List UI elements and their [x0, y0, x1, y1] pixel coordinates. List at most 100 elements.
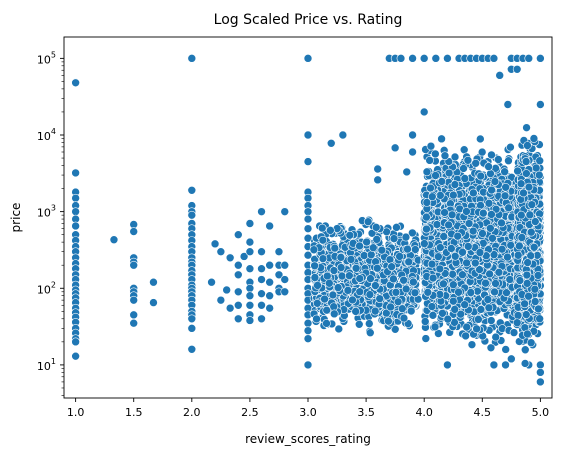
- data-point: [484, 303, 494, 313]
- data-point: [434, 252, 443, 261]
- data-point: [239, 252, 249, 261]
- data-point: [384, 316, 393, 326]
- data-point: [303, 193, 313, 203]
- data-point: [71, 168, 80, 178]
- data-point: [404, 257, 414, 267]
- data-point: [71, 78, 80, 88]
- data-point: [313, 281, 322, 290]
- data-point: [348, 295, 357, 305]
- data-point: [401, 284, 411, 294]
- data-point: [500, 191, 510, 201]
- data-point: [371, 281, 380, 290]
- data-point: [330, 243, 340, 253]
- data-point: [129, 318, 139, 328]
- data-point: [491, 279, 500, 288]
- data-point: [245, 237, 255, 247]
- data-point: [71, 351, 80, 361]
- data-point: [187, 54, 197, 63]
- data-point: [419, 107, 429, 117]
- data-point: [187, 210, 197, 220]
- data-point: [448, 296, 458, 306]
- data-point: [245, 291, 255, 301]
- data-point: [421, 334, 431, 343]
- data-point: [187, 314, 197, 324]
- data-point: [265, 221, 274, 231]
- data-point: [309, 245, 319, 255]
- data-point: [71, 337, 80, 347]
- data-point: [377, 245, 387, 255]
- data-point: [345, 230, 355, 240]
- data-point: [509, 328, 519, 337]
- data-point: [310, 273, 320, 282]
- data-point: [303, 250, 313, 260]
- data-point: [464, 219, 474, 228]
- data-point: [351, 263, 361, 273]
- data-point: [459, 164, 468, 173]
- data-point: [389, 234, 399, 243]
- data-point: [501, 345, 510, 354]
- data-point: [486, 343, 496, 353]
- data-point: [207, 277, 216, 287]
- data-point: [476, 134, 485, 144]
- data-point: [225, 253, 235, 263]
- data-point: [536, 100, 545, 109]
- data-point: [365, 328, 375, 338]
- data-point: [486, 316, 496, 325]
- data-point: [210, 239, 220, 249]
- data-point: [326, 226, 335, 235]
- data-point: [233, 314, 243, 324]
- data-point: [303, 214, 313, 224]
- data-point: [71, 193, 80, 203]
- data-point: [334, 324, 344, 334]
- data-point: [257, 275, 266, 284]
- data-point: [399, 313, 409, 323]
- data-point: [408, 130, 417, 140]
- data-point: [303, 157, 313, 166]
- data-point: [372, 235, 382, 244]
- data-point: [483, 295, 493, 304]
- data-point: [346, 255, 356, 264]
- data-point: [149, 277, 158, 287]
- data-point: [233, 260, 243, 270]
- data-point: [409, 277, 418, 287]
- data-point: [397, 304, 407, 314]
- data-point: [443, 54, 452, 63]
- data-point: [524, 54, 534, 63]
- data-point: [489, 360, 499, 370]
- data-point: [338, 130, 348, 140]
- data-point: [343, 286, 353, 295]
- data-point: [443, 314, 453, 324]
- data-point: [536, 360, 545, 370]
- data-point: [351, 307, 360, 316]
- data-point: [500, 167, 509, 176]
- data-point: [303, 130, 313, 140]
- data-point: [329, 302, 339, 312]
- data-point: [368, 243, 378, 253]
- data-point: [484, 162, 493, 171]
- data-point: [427, 302, 437, 311]
- data-point: [403, 244, 412, 254]
- data-point: [71, 221, 80, 231]
- data-point: [328, 290, 338, 300]
- data-point: [375, 294, 385, 303]
- data-point: [385, 255, 395, 264]
- data-point: [355, 274, 365, 283]
- data-point: [322, 319, 331, 328]
- data-point: [435, 191, 445, 200]
- data-point: [467, 340, 477, 349]
- data-point: [474, 315, 483, 324]
- data-point: [463, 156, 473, 165]
- data-point: [370, 306, 380, 316]
- data-point: [504, 156, 513, 165]
- data-point: [432, 220, 442, 229]
- data-point: [440, 151, 450, 161]
- data-point: [257, 264, 266, 274]
- data-point: [312, 299, 322, 308]
- data-point: [536, 377, 545, 387]
- data-point: [265, 291, 274, 301]
- data-point: [129, 260, 139, 270]
- data-point: [257, 300, 266, 310]
- data-point: [303, 360, 313, 370]
- data-point: [490, 177, 500, 186]
